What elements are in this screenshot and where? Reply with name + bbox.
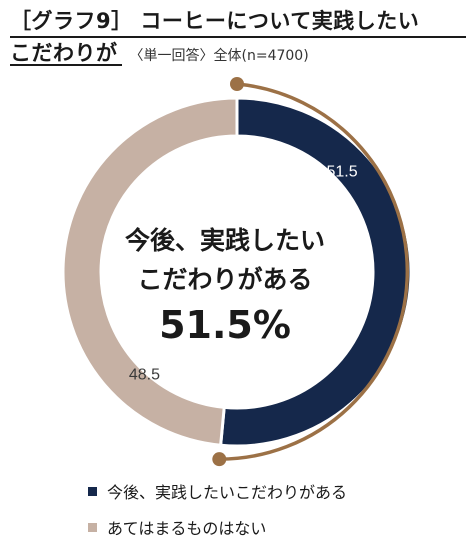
chart-header: ［グラフ9］ コーヒーについて実践したい こだわりが 〈単一回答〉全体(n=470… [10, 6, 468, 69]
data-label-1: 51.5 [326, 163, 357, 180]
chart-title-line-2-text: こだわりが [10, 41, 118, 65]
data-label-2: 48.5 [129, 367, 160, 384]
donut-slice-2 [61, 96, 239, 447]
center-value: 51.5% [159, 303, 291, 347]
chart-subtitle: 〈単一回答〉全体(n=4700) [129, 48, 309, 64]
legend-swatch-2 [88, 522, 97, 532]
donut-chart: 51.5 48.5 [61, 77, 413, 467]
highlight-arc-end-dot [212, 452, 227, 467]
chart-title-line-1: ［グラフ9］ コーヒーについて実践したい [10, 9, 420, 33]
legend-item-2: あてはまるものはない [88, 512, 347, 542]
title-underline-1 [10, 36, 466, 38]
chart-legend: 今後、実践したいこだわりがある あてはまるものはない [88, 476, 347, 548]
highlight-arc [219, 82, 410, 461]
center-label-line-2: こだわりがある [137, 265, 313, 294]
title-underline-2 [10, 64, 122, 66]
legend-label-2: あてはまるものはない [107, 519, 267, 538]
legend-item-1: 今後、実践したいこだわりがある [88, 476, 347, 506]
highlight-arc-start-dot [230, 77, 244, 91]
legend-label-1: 今後、実践したいこだわりがある [107, 483, 348, 502]
legend-swatch-1 [88, 486, 97, 496]
center-label-line-1: 今後、実践したい [124, 226, 325, 255]
chart-title-line-2: こだわりが 〈単一回答〉全体(n=4700) [10, 40, 468, 69]
